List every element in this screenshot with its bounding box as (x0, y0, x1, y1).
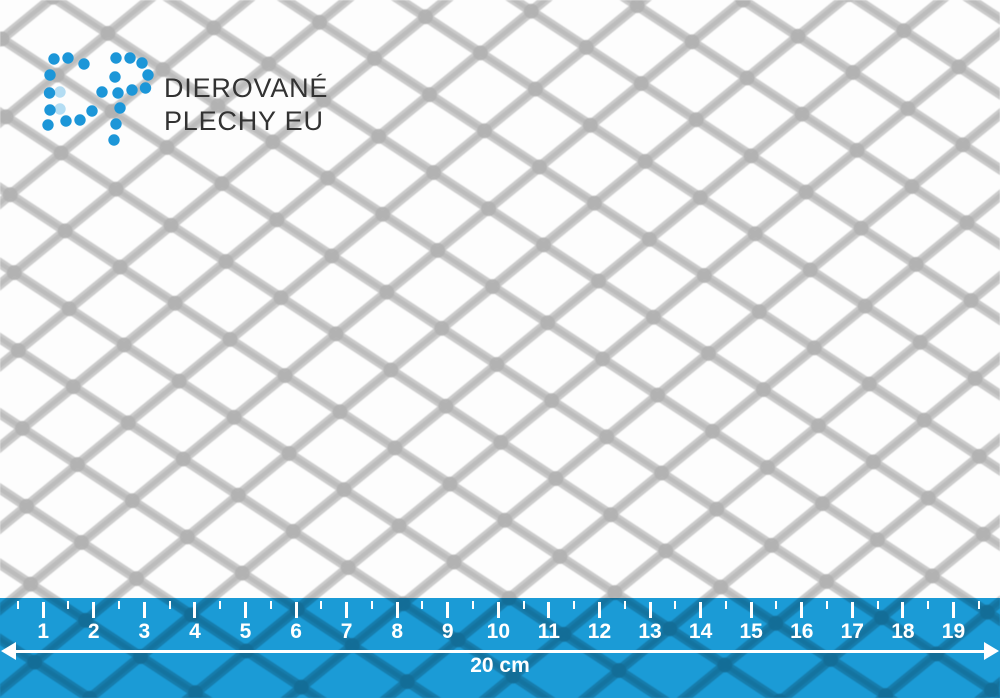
dp-logo: DIEROVANÉ PLECHY EU (0, 0, 340, 160)
ruler-tick-minor (118, 601, 121, 609)
ruler-tick-major (597, 602, 601, 618)
ruler-tick-major (92, 602, 96, 618)
ruler-tick-major (749, 602, 753, 618)
ruler-tick-major (850, 602, 854, 618)
ruler-tick-major (496, 602, 500, 618)
logo-text-line2: PLECHY EU (164, 106, 324, 136)
ruler-tick-minor (16, 601, 19, 609)
ruler-tick-minor (927, 601, 930, 609)
ruler-number: 14 (688, 620, 713, 643)
ruler-number: 18 (891, 620, 915, 643)
ruler-tick-major (951, 602, 955, 618)
ruler-tick-minor (269, 601, 272, 609)
ruler-blue-band (0, 598, 1000, 698)
ruler-tick-minor (876, 601, 879, 609)
ruler-tick-major (901, 602, 905, 618)
ruler-tick-major (243, 602, 247, 618)
ruler-tick-minor (67, 601, 70, 609)
ruler-tick-minor (724, 601, 727, 609)
arrow-right-head-icon (984, 642, 999, 660)
ruler-number: 13 (638, 620, 662, 643)
ruler-arrow-line (10, 649, 990, 653)
ruler-tick-minor (623, 601, 626, 609)
ruler-tick-major (648, 602, 652, 618)
ruler-tick-major (446, 602, 450, 618)
ruler-tick-major (142, 602, 146, 618)
ruler-number: 19 (941, 620, 966, 643)
ruler-number: 11 (537, 620, 560, 643)
ruler-tick-major (800, 602, 804, 618)
logo-text-line1: DIEROVANÉ (164, 73, 329, 103)
ruler-number: 7 (340, 620, 353, 643)
arrow-left-head-icon (1, 642, 16, 660)
ruler-number: 8 (391, 620, 404, 643)
ruler-tick-minor (775, 601, 778, 609)
dp-logo-dots-icon (42, 52, 154, 146)
ruler-tick-major (193, 602, 197, 618)
ruler-tick-major (294, 602, 298, 618)
ruler-length-label: 20 cm (470, 654, 530, 677)
ruler-number: 3 (138, 620, 151, 643)
ruler-number: 6 (290, 620, 302, 643)
ruler-number: 10 (486, 620, 510, 643)
ruler-tick-minor (472, 601, 475, 609)
ruler-tick-minor (522, 601, 525, 609)
ruler-tick-major (41, 602, 45, 618)
ruler-tick-major (699, 602, 703, 618)
ruler-number: 15 (739, 620, 763, 643)
ruler-tick-minor (826, 601, 829, 609)
ruler-tick-minor (320, 601, 323, 609)
ruler-number: 16 (790, 620, 814, 643)
ruler-number: 9 (441, 620, 454, 643)
ruler-tick-minor (977, 601, 980, 609)
ruler-number: 1 (37, 620, 50, 643)
ruler-tick-minor (573, 601, 576, 609)
ruler-tick-minor (168, 601, 171, 609)
ruler-tick-major (345, 602, 349, 618)
ruler-tick-major (395, 602, 399, 618)
ruler-tick-minor (674, 601, 677, 609)
logo-wordmark: DIEROVANÉ PLECHY EU (164, 72, 328, 138)
ruler-number: 4 (189, 620, 201, 643)
ruler-number: 5 (239, 620, 252, 643)
ruler-tick-minor (421, 601, 424, 609)
ruler-tick-minor (219, 601, 222, 609)
ruler-tick-major (547, 602, 551, 618)
ruler-number: 2 (87, 620, 100, 643)
ruler-number: 17 (840, 620, 864, 643)
ruler-overlay: 1 2 3 4 5 6 7 8 9 10 11 12 13 14 15 16 17 18 19 20 cm (0, 598, 1000, 698)
ruler-tick-minor (370, 601, 373, 609)
ruler-number: 12 (587, 620, 612, 643)
